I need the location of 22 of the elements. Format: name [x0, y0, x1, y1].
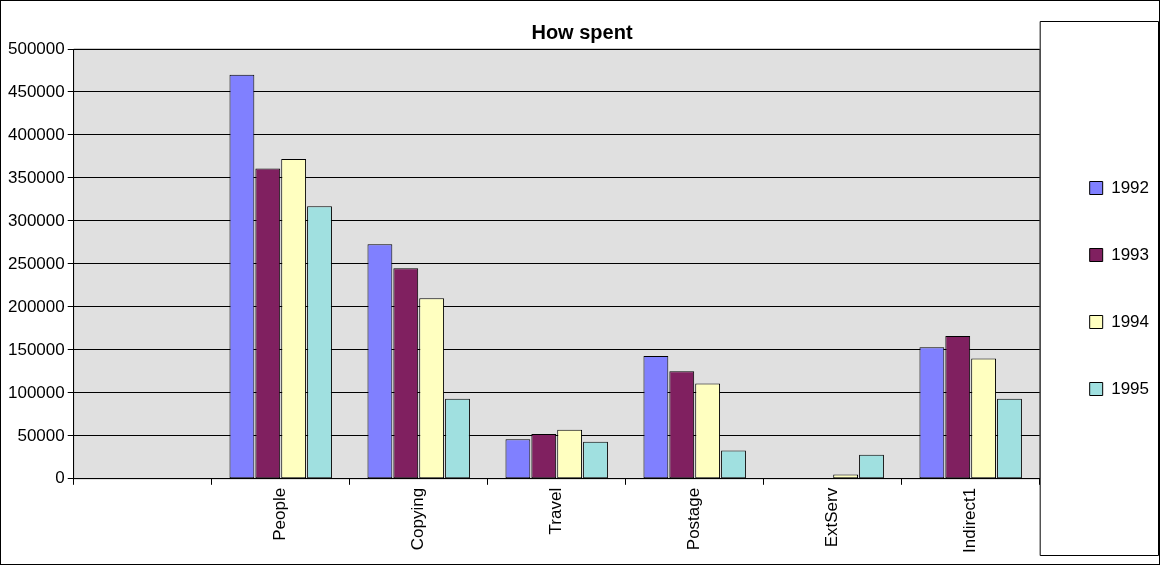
x-tick-label: Travel: [546, 487, 566, 535]
y-tick-label: 300000: [7, 210, 65, 230]
x-tick-label: ExtServ: [822, 487, 842, 548]
y-tick-label: 150000: [7, 339, 65, 359]
legend-label: 1994: [1111, 311, 1150, 331]
y-tick-label: 400000: [7, 124, 65, 144]
y-tick-label: 50000: [17, 425, 65, 445]
legend-label: 1993: [1111, 244, 1150, 264]
y-tick-label: 450000: [7, 81, 65, 101]
chart-title: How spent: [531, 20, 633, 43]
y-tick-label: 0: [55, 468, 65, 488]
y-tick-label: 100000: [7, 382, 65, 402]
x-tick-label: People: [270, 487, 290, 541]
x-tick-label: Copying: [408, 487, 428, 551]
x-tick-label: Indirect1: [960, 487, 980, 553]
x-tick-label: Postage: [684, 487, 704, 551]
legend-label: 1992: [1111, 177, 1150, 197]
y-tick-label: 350000: [7, 167, 65, 187]
y-tick-label: 200000: [7, 296, 65, 316]
legend-label: 1995: [1111, 378, 1150, 398]
y-tick-label: 500000: [7, 38, 65, 58]
y-tick-label: 250000: [7, 253, 65, 273]
